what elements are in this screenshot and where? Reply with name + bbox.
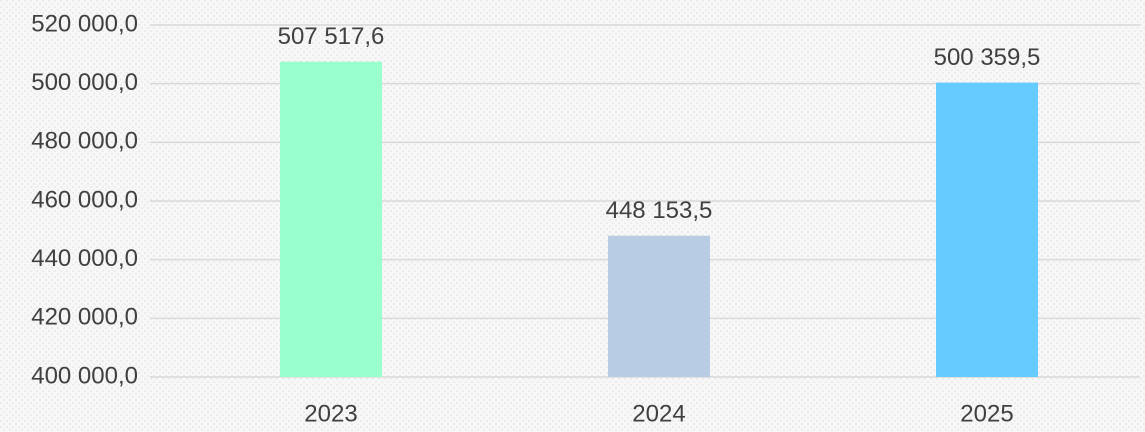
y-tick-label: 520 000,0 — [31, 10, 138, 37]
x-tick-label: 2024 — [632, 400, 685, 427]
bar — [936, 82, 1038, 378]
y-tick-label: 420 000,0 — [31, 304, 138, 331]
y-tick-label: 500 000,0 — [31, 69, 138, 96]
data-label: 500 359,5 — [934, 44, 1041, 71]
y-tick-label: 480 000,0 — [31, 128, 138, 155]
data-label: 507 517,6 — [278, 23, 385, 50]
data-label: 448 153,5 — [606, 197, 713, 224]
y-tick-label: 460 000,0 — [31, 186, 138, 213]
y-tick-label: 440 000,0 — [31, 245, 138, 272]
y-tick-label: 400 000,0 — [31, 362, 138, 389]
x-tick-label: 2023 — [304, 400, 357, 427]
bar — [280, 61, 382, 377]
x-tick-label: 2025 — [960, 400, 1013, 427]
bar — [608, 235, 710, 377]
